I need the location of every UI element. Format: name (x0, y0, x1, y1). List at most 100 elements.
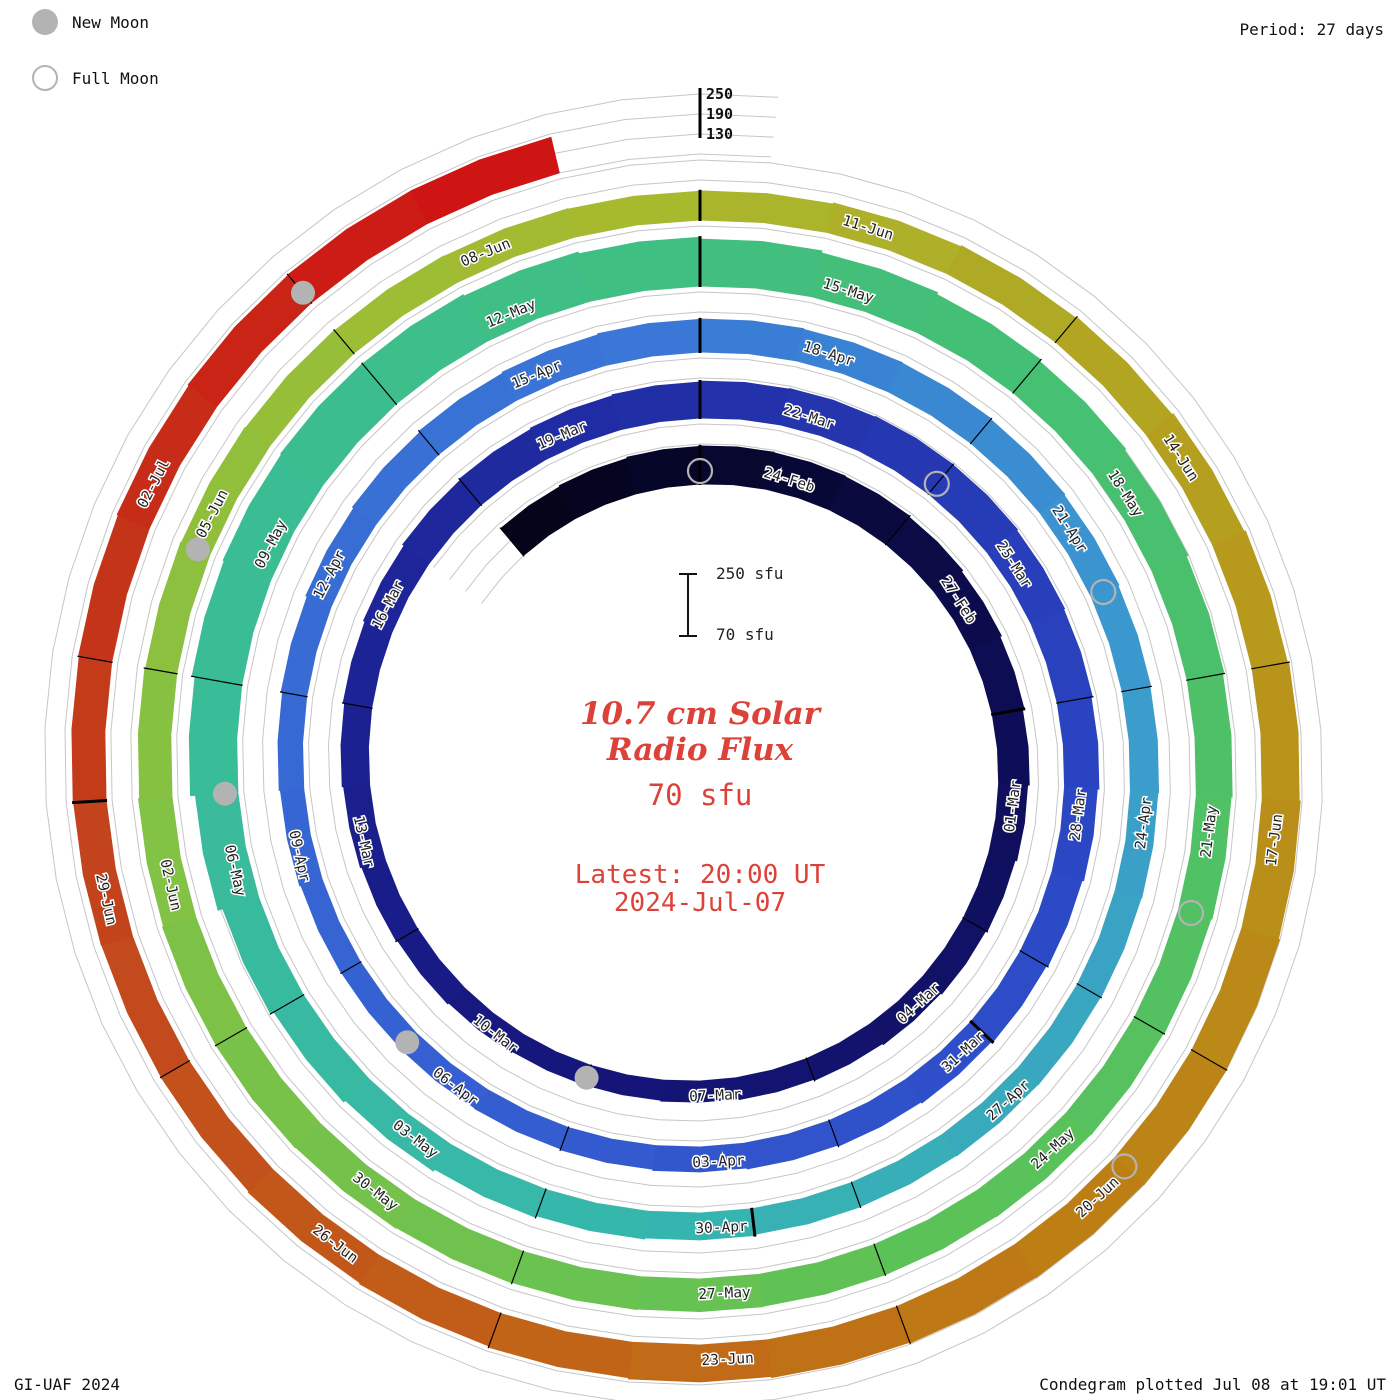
flux-gridline (44, 93, 1323, 1400)
plotted-timestamp: Condegram plotted Jul 08 at 19:01 UT (1039, 1375, 1386, 1394)
latest-time-label: Latest: 20:00 UT (574, 860, 826, 890)
date-label: 27-May (698, 1285, 751, 1303)
flux-segment (559, 1127, 656, 1170)
day-tick (895, 1305, 911, 1345)
day-tick (510, 1250, 525, 1285)
flux-segment (828, 1078, 922, 1147)
flux-segment (402, 479, 482, 565)
flux-segment (191, 560, 271, 686)
day-tick (1133, 1015, 1166, 1035)
flux-segment (627, 1339, 772, 1383)
day-tick (927, 463, 955, 495)
radial-scale-label: 190 (706, 105, 733, 123)
flux-segment (463, 251, 591, 342)
flux-gridline (64, 113, 1303, 1386)
period-label: Period: 27 days (1239, 20, 1385, 39)
day-tick (1186, 672, 1226, 681)
day-tick (805, 1057, 816, 1082)
flux-segment (1014, 1157, 1145, 1279)
new-moon-marker (395, 1030, 420, 1055)
day-tick (1056, 696, 1094, 704)
full-moon-marker (1177, 899, 1205, 927)
flux-segment (765, 452, 847, 511)
day-tick (458, 477, 483, 507)
day-tick (395, 927, 419, 943)
legend-new-moon: New Moon (32, 9, 149, 35)
day-tick (159, 1059, 191, 1079)
flux-segment (986, 529, 1066, 624)
day-tick (1076, 982, 1103, 999)
flux-segment (743, 1120, 839, 1170)
scale-bottom-label: 70 sfu (716, 625, 774, 644)
new-moon-icon (32, 9, 58, 35)
flux-segment (138, 796, 197, 928)
flux-segment (869, 975, 942, 1046)
day-tick (884, 514, 911, 546)
day-tick (77, 655, 113, 663)
flux-segment (396, 928, 466, 1005)
flux-segment (578, 236, 701, 302)
flux-segment (660, 1077, 740, 1103)
day-tick (1012, 358, 1042, 394)
flux-segment (851, 1133, 957, 1208)
flux-segment (474, 1088, 569, 1150)
day-tick (361, 362, 398, 406)
flux-segment (443, 208, 576, 283)
flux-segment (597, 318, 701, 366)
flux-segment (1114, 790, 1159, 899)
credit-label: GI-UAF 2024 (14, 1375, 120, 1394)
new-moon-marker (185, 537, 210, 562)
day-tick (534, 1188, 547, 1219)
day-tick (340, 960, 362, 975)
date-label: 03-Apr (692, 1153, 745, 1171)
flux-segment (941, 1066, 1039, 1157)
scale-top-label: 250 sfu (716, 564, 784, 583)
full-moon-marker (1111, 1153, 1138, 1180)
flux-segment (410, 136, 560, 224)
day-tick (279, 691, 308, 698)
day-tick (143, 667, 178, 675)
day-tick (559, 1126, 570, 1152)
flux-segment (418, 372, 517, 455)
new-moon-marker (291, 280, 315, 305)
flux-segment (1151, 555, 1225, 681)
date-label: 17-Jun (1264, 813, 1287, 867)
flux-segment (933, 570, 1002, 650)
flux-segment (434, 1144, 547, 1218)
day-tick (190, 675, 243, 686)
full-moon-marker (1090, 578, 1117, 606)
day-tick (962, 916, 989, 933)
flux-segment (970, 950, 1047, 1043)
flux-segment (988, 783, 1029, 862)
flux-segment (873, 1189, 997, 1276)
flux-segment (699, 238, 823, 297)
flux-segment (652, 1142, 748, 1173)
flux-segment (1178, 794, 1232, 920)
flux-segment (180, 426, 271, 556)
flux-segment (77, 514, 150, 663)
day-tick (873, 1243, 887, 1277)
day-tick (499, 527, 525, 557)
day-tick (1251, 661, 1290, 670)
day-tick (969, 1019, 995, 1044)
full-moon-marker (686, 457, 714, 485)
flux-scale-bar (679, 573, 697, 637)
flux-segment (611, 381, 701, 431)
day-tick (417, 429, 440, 456)
full-moon-marker (923, 470, 950, 497)
day-tick (1121, 685, 1153, 693)
flux-segment (759, 1244, 886, 1307)
day-tick (990, 707, 1026, 717)
flux-segment (1191, 927, 1281, 1071)
flux-segment (395, 1199, 524, 1284)
day-tick (269, 993, 305, 1015)
new-moon-label: New Moon (72, 12, 150, 32)
day-tick (1190, 1048, 1228, 1071)
flux-segment (351, 431, 440, 526)
day-tick (487, 1312, 502, 1349)
flux-segment (535, 1189, 649, 1240)
flux-segment (699, 380, 790, 426)
new-moon-marker (212, 781, 237, 806)
new-moon-marker (574, 1065, 599, 1090)
